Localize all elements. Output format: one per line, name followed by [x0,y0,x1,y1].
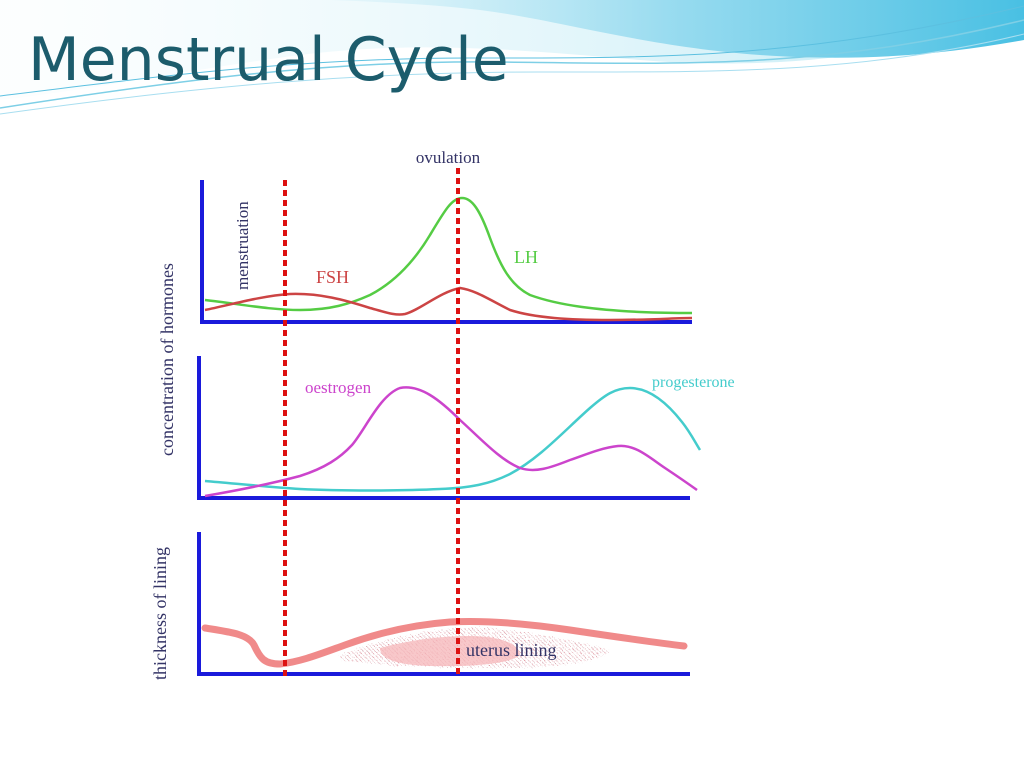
oestrogen-curve [204,386,698,498]
progesterone-label: progesterone [652,374,735,391]
hormones-axis-label: concentration of hormones [157,263,177,456]
uterus-lining-shading [380,636,520,667]
lining-axis-label: thickness of lining [150,547,170,680]
uterus-lining-label: uterus lining [466,640,557,660]
menstruation-label: menstruation [233,201,252,290]
progesterone-curve [204,386,702,492]
slide-title: Menstrual Cycle [28,25,509,95]
header-wave-decoration [0,0,1024,115]
oestrogen-label: oestrogen [305,378,372,397]
fsh-label: FSH [316,267,349,287]
lh-label: LH [514,247,538,267]
ovulation-label: ovulation [416,148,481,167]
fsh-curve [204,286,693,322]
uterus-lining-curve [201,617,688,668]
lh-curve [204,196,693,315]
